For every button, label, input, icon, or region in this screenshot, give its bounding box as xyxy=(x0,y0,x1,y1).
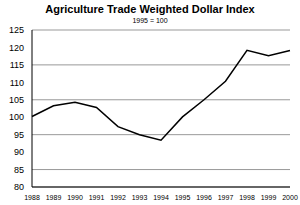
svg-text:1997: 1997 xyxy=(218,194,234,201)
svg-text:1996: 1996 xyxy=(196,194,212,201)
svg-text:1992: 1992 xyxy=(110,194,126,201)
svg-text:110: 110 xyxy=(10,78,24,88)
svg-text:115: 115 xyxy=(10,60,24,70)
svg-text:90: 90 xyxy=(14,147,24,157)
svg-text:1989: 1989 xyxy=(46,194,62,201)
svg-text:1999: 1999 xyxy=(261,194,277,201)
svg-text:125: 125 xyxy=(9,25,24,35)
svg-text:1995: 1995 xyxy=(175,194,191,201)
svg-text:85: 85 xyxy=(14,165,24,175)
html-text:1995 = 100: 1995 = 100 xyxy=(132,17,168,24)
svg-text:100: 100 xyxy=(9,112,24,122)
svg-text:80: 80 xyxy=(14,182,24,192)
svg-text:1988: 1988 xyxy=(24,194,40,201)
svg-text:1993: 1993 xyxy=(132,194,148,201)
svg-text:1998: 1998 xyxy=(239,194,255,201)
svg-text:2000: 2000 xyxy=(282,194,292,201)
svg-text:1990: 1990 xyxy=(67,194,83,201)
svg-text:120: 120 xyxy=(9,43,24,53)
svg-text:1994: 1994 xyxy=(153,194,169,201)
svg-text:105: 105 xyxy=(9,95,24,105)
svg-text:95: 95 xyxy=(14,130,24,140)
html-text:Agriculture Trade Weighted Dol: Agriculture Trade Weighted Dollar Index xyxy=(45,3,255,15)
svg-text:1991: 1991 xyxy=(89,194,105,201)
